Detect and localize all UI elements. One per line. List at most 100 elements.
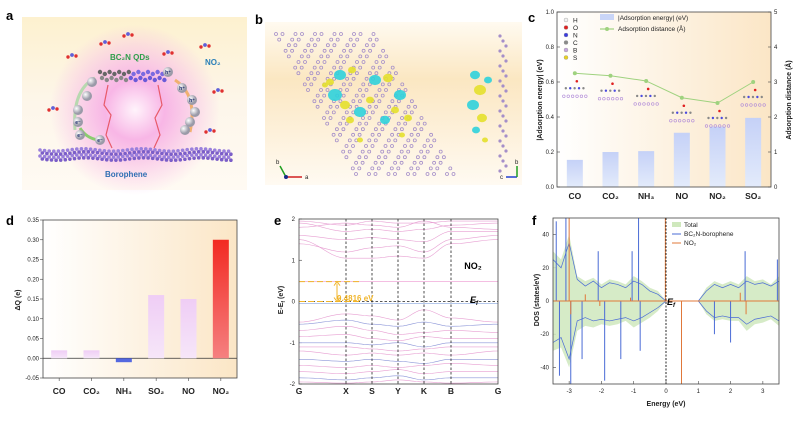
boron-atom bbox=[63, 157, 68, 162]
boron-atom bbox=[86, 150, 91, 154]
boron-atom bbox=[390, 65, 395, 70]
bc2n-atom bbox=[684, 111, 688, 114]
y-tick-label-right: 5 bbox=[774, 10, 778, 16]
boron-atom bbox=[400, 116, 404, 120]
y-tick-label-right: 4 bbox=[774, 45, 778, 51]
boron-atom bbox=[148, 153, 153, 158]
electron-sphere bbox=[95, 135, 105, 145]
boron-atom bbox=[157, 148, 162, 153]
adsorbate-atom bbox=[718, 109, 721, 113]
boron-atom bbox=[383, 155, 388, 160]
boron-atom bbox=[335, 37, 340, 42]
bc2n-atom bbox=[569, 87, 572, 90]
oxygen-atom bbox=[107, 41, 111, 45]
y-tick-label: -20 bbox=[540, 332, 549, 338]
bc2n-atom bbox=[609, 89, 612, 92]
boron-atom bbox=[111, 155, 116, 159]
boron-atom bbox=[196, 150, 201, 154]
boron-atom bbox=[54, 158, 58, 162]
boron-atom bbox=[332, 43, 337, 48]
atom-label: H bbox=[573, 17, 578, 24]
distance-point-4 bbox=[715, 101, 720, 105]
boron-atom bbox=[393, 71, 398, 76]
bar-2 bbox=[115, 358, 132, 363]
boron-atom bbox=[45, 151, 49, 156]
boron-atom bbox=[422, 121, 427, 126]
boron-atom bbox=[286, 43, 291, 48]
boron-atom bbox=[70, 153, 74, 158]
boron-atom bbox=[351, 76, 356, 81]
accumulation-isosurface bbox=[391, 106, 399, 114]
adsorbate-atom bbox=[611, 82, 614, 85]
atom-swatch-S bbox=[563, 55, 569, 60]
legend-label-distance: Adsorption distance (Å) bbox=[618, 24, 686, 33]
depletion-isosurface bbox=[328, 89, 342, 101]
boron-atom bbox=[438, 149, 443, 154]
boron-atom bbox=[121, 148, 125, 153]
qd-atom bbox=[138, 75, 143, 81]
boron-atom bbox=[100, 151, 104, 156]
boron-atom bbox=[384, 54, 389, 59]
boron-atom bbox=[328, 104, 333, 109]
nitrogen-atom bbox=[70, 53, 74, 57]
y-tick-label-right: 3 bbox=[774, 80, 778, 86]
boron-atom bbox=[597, 97, 602, 101]
boron-atom bbox=[709, 124, 713, 128]
boron-atom bbox=[201, 156, 206, 160]
atom-label: B bbox=[573, 47, 577, 54]
boron-atom bbox=[146, 150, 150, 154]
qd-atom bbox=[162, 77, 167, 83]
boron-atom bbox=[139, 153, 143, 157]
qd-atom bbox=[152, 77, 157, 83]
boron-atom bbox=[345, 76, 350, 81]
boron-atom bbox=[406, 149, 411, 154]
boron-atom bbox=[52, 155, 56, 159]
boron-atom bbox=[364, 43, 369, 48]
x-tick-label: -3 bbox=[566, 389, 572, 395]
bc2n-atom bbox=[564, 87, 568, 90]
electron-sphere bbox=[73, 117, 83, 127]
boron-atom bbox=[402, 155, 407, 160]
carrier-sphere bbox=[73, 105, 83, 115]
boron-atom bbox=[387, 104, 392, 109]
boron-atom bbox=[329, 48, 334, 53]
boron-atom bbox=[299, 65, 304, 70]
boron-atom bbox=[374, 37, 379, 42]
boron-atom bbox=[226, 149, 231, 153]
boron-atom bbox=[419, 116, 424, 120]
y-tick-label: 1.0 bbox=[546, 10, 555, 16]
boron-atom bbox=[98, 154, 102, 159]
oxygen-atom bbox=[130, 33, 134, 37]
boron-atom bbox=[192, 156, 196, 160]
boron-atom bbox=[183, 157, 187, 162]
k-point-label: K bbox=[421, 386, 428, 396]
boron-atom bbox=[691, 119, 695, 123]
boron-atom bbox=[201, 150, 206, 154]
boron-atom bbox=[199, 153, 203, 157]
boron-atom bbox=[374, 60, 379, 64]
boron-atom bbox=[370, 110, 375, 115]
boron-atom bbox=[341, 82, 346, 87]
boron-atom bbox=[58, 152, 63, 156]
boron-atom bbox=[229, 158, 233, 162]
boron-atom bbox=[88, 147, 93, 151]
boron-atom bbox=[171, 149, 176, 153]
boron-atom bbox=[38, 148, 42, 152]
x-tick-label: NO bbox=[675, 191, 688, 201]
qd-atom bbox=[133, 77, 138, 83]
axis-a-label: a bbox=[305, 175, 309, 181]
boron-atom bbox=[412, 172, 417, 176]
boron-atom bbox=[54, 152, 58, 156]
boron-atom bbox=[364, 121, 369, 126]
boron-atom bbox=[762, 103, 766, 107]
boron-atom bbox=[155, 151, 160, 155]
boron-atom bbox=[65, 148, 70, 152]
bar-1 bbox=[602, 152, 619, 187]
depletion-isosurface bbox=[472, 126, 480, 134]
x-axis-label: Energy (eV) bbox=[647, 401, 686, 408]
boron-atom bbox=[753, 103, 757, 107]
boron-atom bbox=[226, 155, 231, 159]
boron-atom bbox=[403, 110, 408, 115]
bar-4 bbox=[709, 126, 726, 187]
